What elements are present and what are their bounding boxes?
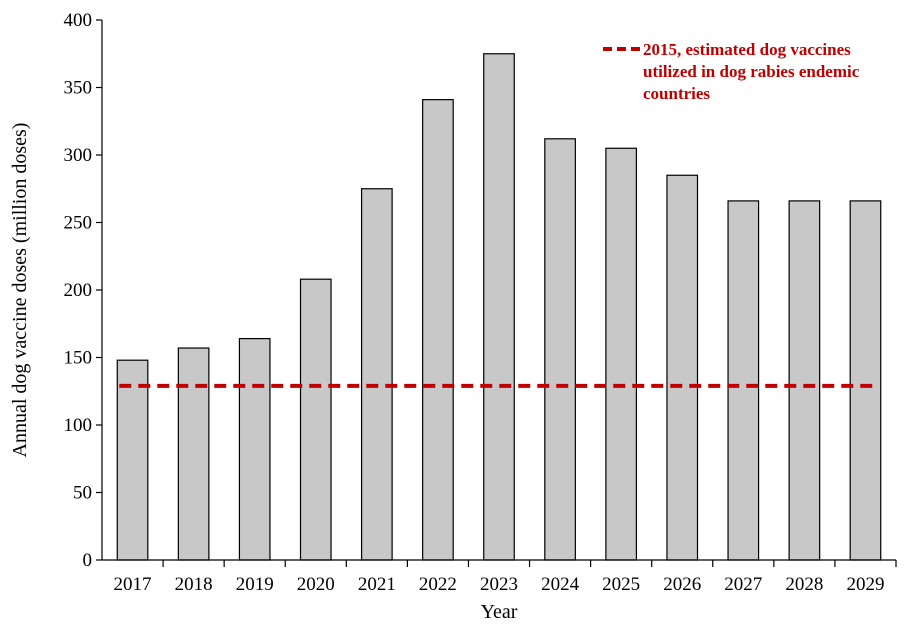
x-tick-label: 2023 (480, 574, 518, 595)
y-tick-label: 300 (64, 145, 93, 166)
x-ticks: 2017 2018 2019 2020 2021 2022 2023 2024 2025 2026… (114, 560, 897, 595)
x-tick-label: 2020 (297, 574, 335, 595)
legend-label-line: countries (643, 84, 710, 103)
x-tick-label: 2028 (785, 574, 823, 595)
y-axis-title: Annual dog vaccine doses (million doses) (9, 123, 31, 458)
x-tick-label: 2018 (175, 574, 213, 595)
x-tick-label: 2024 (541, 574, 580, 595)
x-tick-label: 2026 (663, 574, 701, 595)
bar (483, 53, 515, 561)
legend: 2015, estimated dog vaccines utilized in… (603, 40, 860, 103)
x-tick-label: 2021 (358, 574, 396, 595)
bar (666, 174, 699, 561)
x-axis-title: Year (481, 601, 518, 623)
y-tick-label: 350 (64, 78, 93, 99)
bar (605, 147, 638, 561)
bar (299, 278, 332, 561)
x-tick-label: 2025 (602, 574, 640, 595)
y-tick-label: 150 (64, 348, 93, 369)
x-tick-label: 2019 (236, 574, 274, 595)
bars-group (116, 53, 882, 561)
x-tick-label: 2029 (846, 574, 884, 595)
y-ticks: 0 50 100 150 200 250 300 350 400 (64, 10, 102, 571)
bar (727, 200, 760, 561)
y-tick-label: 400 (64, 10, 93, 31)
legend-label-line: utilized in dog rabies endemic (643, 62, 860, 81)
y-tick-label: 250 (64, 213, 93, 234)
x-tick-label: 2027 (724, 574, 762, 595)
bar (788, 200, 821, 561)
bar (360, 188, 393, 561)
y-tick-label: 200 (64, 280, 93, 301)
bar (544, 138, 576, 561)
bar (849, 200, 882, 561)
y-tick-label: 50 (73, 483, 92, 504)
bar (177, 347, 210, 561)
bar (238, 338, 271, 561)
y-tick-label: 0 (83, 550, 93, 571)
x-tick-label: 2022 (419, 574, 457, 595)
bar (116, 359, 149, 561)
x-tick-label: 2017 (114, 574, 152, 595)
legend-label-line: 2015, estimated dog vaccines (643, 40, 851, 59)
bar (422, 99, 454, 561)
y-tick-label: 100 (64, 415, 93, 436)
